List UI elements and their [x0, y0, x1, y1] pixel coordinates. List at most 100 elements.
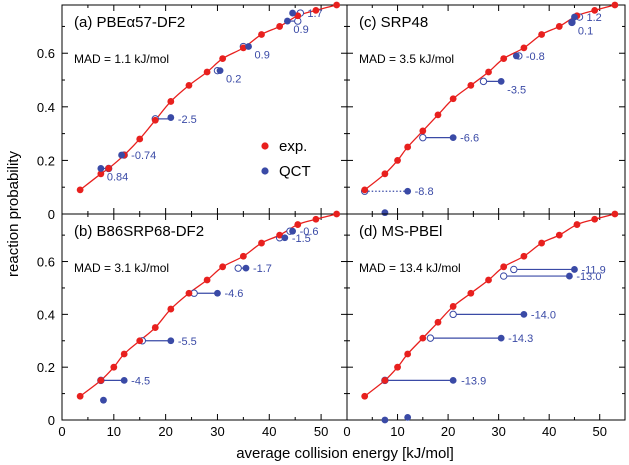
y-tick-label: 0.6 [37, 255, 55, 270]
qct-point [216, 67, 224, 75]
shift-label: 0.9 [255, 50, 270, 62]
shift-label: -0.74 [131, 150, 156, 162]
exp-point [538, 31, 545, 38]
qct-point [167, 337, 175, 345]
exp-point [120, 350, 128, 358]
shift-label: -1.5 [292, 233, 311, 245]
mad-annotation: MAD = 13.4 kJ/mol [359, 261, 461, 275]
shift-label: 0.2 [226, 74, 241, 86]
legend: exp. QCT [261, 138, 311, 180]
x-tick-label: 20 [158, 424, 172, 439]
shift-origin-marker [234, 264, 242, 272]
exp-point [203, 276, 211, 284]
shift-origin-marker [419, 133, 427, 142]
qct-point [381, 416, 389, 424]
panel-frame [346, 213, 626, 421]
qct-point [289, 9, 296, 17]
exp-point [76, 392, 84, 400]
shift-label: -14.0 [531, 309, 556, 321]
shift-label: -1.7 [253, 263, 272, 275]
exp-point [185, 81, 193, 89]
exp-point [294, 221, 302, 228]
y-axis-label: reaction probability [5, 151, 22, 277]
exp-point [167, 305, 175, 313]
qct-point [449, 134, 457, 142]
shift-label: -4.5 [131, 375, 150, 387]
panel-title: (d) MS-PBEl [359, 223, 442, 240]
exp-point [219, 263, 227, 271]
x-tick-label: 30 [491, 424, 505, 439]
exp-point [97, 170, 105, 178]
qct-point [97, 165, 105, 172]
shift-label: 0.84 [107, 171, 128, 183]
exp-point [449, 303, 457, 310]
qct-point [404, 187, 412, 195]
exp-point [485, 68, 492, 76]
qct-point [242, 264, 250, 272]
exp-point [394, 157, 401, 164]
shift-origin-marker [499, 272, 508, 280]
legend-exp-label: exp. [279, 138, 307, 155]
shift-label: 1.2 [587, 12, 602, 24]
exp-point [591, 6, 599, 14]
shift-label: -4.6 [224, 288, 243, 300]
exp-point [538, 239, 545, 247]
shift-label: -11.9 [581, 264, 605, 276]
qct-point [449, 376, 457, 384]
qct-point [120, 376, 128, 384]
x-tick-label: 10 [107, 424, 121, 439]
shift-origin-marker [449, 310, 457, 319]
y-tick-label: 0 [48, 413, 55, 428]
exp-point [203, 68, 211, 76]
exp-point [97, 376, 105, 384]
qct-point [497, 77, 505, 85]
exp-point [276, 23, 284, 30]
shift-label: -6.6 [460, 133, 479, 145]
shift-label: -13.9 [461, 375, 486, 387]
qct-point [245, 43, 252, 50]
x-tick-label: 20 [441, 424, 455, 439]
exp-point [434, 318, 442, 326]
qct-point [571, 266, 578, 273]
exp-point [404, 350, 412, 358]
exp-point [394, 363, 401, 371]
exp-point [276, 231, 284, 239]
exp-point [500, 263, 508, 271]
shift-label: -3.5 [507, 84, 526, 96]
y-tick-label: 0.4 [37, 100, 55, 115]
qct-point [100, 396, 107, 404]
exp-point [449, 95, 457, 103]
x-tick-label: 0 [343, 424, 350, 439]
x-tick-label: 50 [314, 424, 328, 439]
x-tick-label: 30 [210, 424, 224, 439]
shift-label: 0.9 [293, 24, 308, 36]
exp-point [419, 127, 427, 135]
exp-point [239, 44, 247, 52]
shift-label: -14.3 [508, 333, 533, 345]
qct-point [214, 289, 221, 297]
qct-point [571, 13, 578, 21]
exp-point [611, 210, 619, 218]
shift-label: 0.1 [578, 25, 593, 37]
x-tick-label: 0 [58, 424, 65, 439]
exp-point [333, 210, 341, 218]
exp-point [555, 23, 563, 30]
exp-point [151, 324, 159, 331]
exp-curve [364, 213, 616, 397]
exp-point [136, 135, 144, 143]
exp-point [110, 363, 118, 371]
mad-annotation: MAD = 3.5 kJ/mol [359, 52, 454, 66]
exp-point [467, 289, 475, 297]
shift-label: -0.8 [526, 51, 545, 63]
shift-label: -8.8 [415, 186, 434, 198]
exp-point [573, 221, 581, 228]
x-tick-label: 40 [542, 424, 556, 439]
exp-point [239, 252, 247, 260]
shift-label: -0.6 [300, 226, 319, 238]
panel-3: 0 10 20 30 40 50 (d) MS-PBEl MAD = 13.4 kJ/mol -… [343, 210, 626, 439]
exp-point [381, 170, 389, 178]
legend-exp-marker [261, 142, 269, 150]
panels-group: 0 0.2 0.4 0.6 (a) PBEα57-DF2 MAD = 1.1 kJ/mol… [37, 1, 626, 439]
legend-qct-marker [261, 167, 269, 175]
